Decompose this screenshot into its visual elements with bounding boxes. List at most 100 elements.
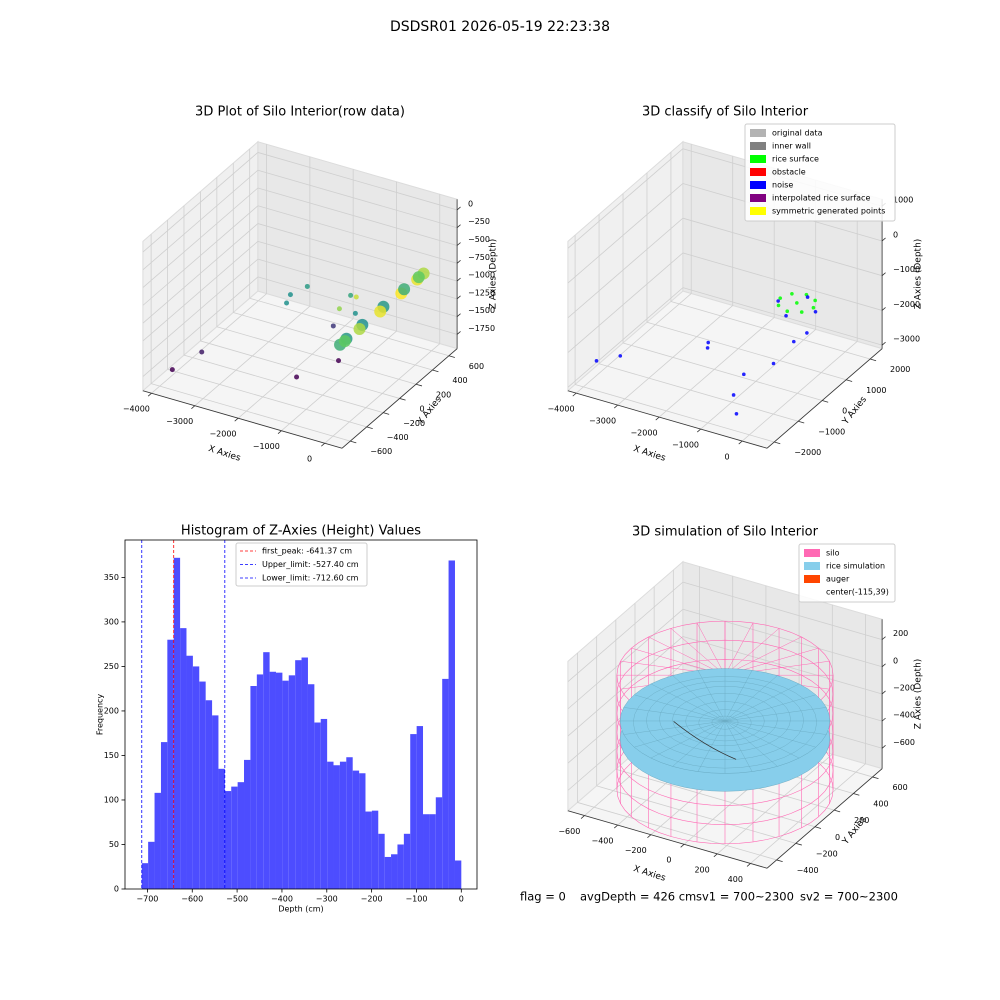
legend-label: rice surface xyxy=(772,155,819,164)
grid-line xyxy=(142,187,259,288)
bar xyxy=(384,856,392,889)
footer-sv1: sv1 = 700~2300 xyxy=(696,890,794,904)
data-point xyxy=(618,354,623,358)
data-point xyxy=(791,339,796,344)
x-tick-label: −2000 xyxy=(209,430,236,439)
tick-mark xyxy=(383,412,390,415)
bar xyxy=(218,768,225,889)
bar xyxy=(256,674,264,889)
grid-line xyxy=(567,581,684,683)
bar xyxy=(263,652,270,889)
legend-swatch xyxy=(804,562,820,570)
x-tick-label: −200 xyxy=(625,846,647,855)
bar xyxy=(352,770,360,889)
legend-label: first_peak: -641.37 cm xyxy=(262,547,352,556)
x-tick-label: 0 xyxy=(724,453,729,462)
grid-line xyxy=(577,802,777,861)
z-tick-label: 0 xyxy=(468,199,473,208)
legend-label: original data xyxy=(772,129,823,138)
data-point xyxy=(336,358,342,364)
x-tick-label: −200 xyxy=(361,895,383,904)
bar xyxy=(359,773,366,889)
data-point xyxy=(398,283,411,296)
x-tick-label: −1000 xyxy=(253,442,280,451)
data-point xyxy=(336,306,342,312)
grid-line xyxy=(567,636,684,737)
tick-mark xyxy=(680,843,685,848)
grid-line xyxy=(598,363,799,422)
y-tick-label: −200 xyxy=(816,849,838,858)
y-tick-label: −200 xyxy=(403,419,425,428)
grid-line xyxy=(257,240,458,300)
z-tick-label: −1250 xyxy=(468,288,495,297)
grid-line xyxy=(142,258,259,360)
legend-label: center(-115,39) xyxy=(826,588,889,597)
bar xyxy=(199,681,206,889)
tick-mark xyxy=(572,392,577,397)
grid-line xyxy=(741,341,858,442)
tick-mark xyxy=(580,815,585,819)
axis-line xyxy=(142,390,343,449)
axis-line xyxy=(567,390,768,449)
bar xyxy=(141,863,149,889)
y-tick-label: 200 xyxy=(854,816,869,825)
z-tick-label: −400 xyxy=(893,711,915,720)
bar xyxy=(148,841,155,889)
z-tick-label: −600 xyxy=(893,738,915,747)
bar xyxy=(173,557,181,889)
grid-line xyxy=(200,340,400,399)
tick-mark xyxy=(881,744,886,749)
tick-mark xyxy=(191,405,196,410)
legend-label: noise xyxy=(772,181,793,190)
tick-mark xyxy=(746,863,751,867)
tick-mark xyxy=(881,717,886,722)
legend-box xyxy=(798,543,896,603)
data-point xyxy=(352,310,358,316)
bar xyxy=(180,628,187,889)
bar xyxy=(212,715,219,889)
z-tick-label: −1750 xyxy=(468,324,495,333)
z-tick-label: −500 xyxy=(468,235,490,244)
bar xyxy=(333,765,340,889)
figure-title: DSDSR01 2026-05-19 22:23:38 xyxy=(390,19,610,35)
tick-mark xyxy=(881,237,886,242)
rice-mesh xyxy=(650,720,726,759)
data-point xyxy=(706,340,711,345)
tick-mark xyxy=(881,663,886,668)
data-point xyxy=(412,271,425,284)
data-point xyxy=(771,361,776,366)
tick-mark xyxy=(399,398,406,401)
grid-line xyxy=(682,252,883,311)
y-tick-label: 300 xyxy=(104,617,119,626)
data-point xyxy=(287,292,293,298)
tick-mark xyxy=(456,242,461,246)
bar xyxy=(327,761,334,889)
data-point xyxy=(284,300,290,306)
z-tick-label: 0 xyxy=(893,656,898,665)
z-axis-label: Z Axies (Depth) xyxy=(914,659,924,730)
rice-mesh xyxy=(724,720,753,772)
tick-mark xyxy=(456,259,461,264)
data-point xyxy=(784,313,788,318)
data-point xyxy=(294,374,300,380)
tick-mark xyxy=(872,776,879,780)
grid-line xyxy=(622,342,823,401)
tick-mark xyxy=(456,277,461,282)
data-point xyxy=(795,301,799,305)
grid-line xyxy=(142,223,259,324)
silo-wire xyxy=(670,628,726,676)
data-point xyxy=(199,349,205,355)
y-tick-label: 2000 xyxy=(890,365,910,374)
legend-label: Upper_limit: -527.40 cm xyxy=(262,560,359,569)
bar xyxy=(403,833,411,889)
z-tick-label: −1000 xyxy=(468,271,495,280)
y-tick-label: 1000 xyxy=(866,386,886,395)
legend-label: inner wall xyxy=(772,142,811,151)
plot-frame xyxy=(124,539,478,890)
legend-swatch xyxy=(750,207,766,215)
data-point xyxy=(304,283,310,289)
grid-line xyxy=(682,287,883,346)
tick-mark xyxy=(846,379,853,382)
data-point xyxy=(776,303,781,308)
